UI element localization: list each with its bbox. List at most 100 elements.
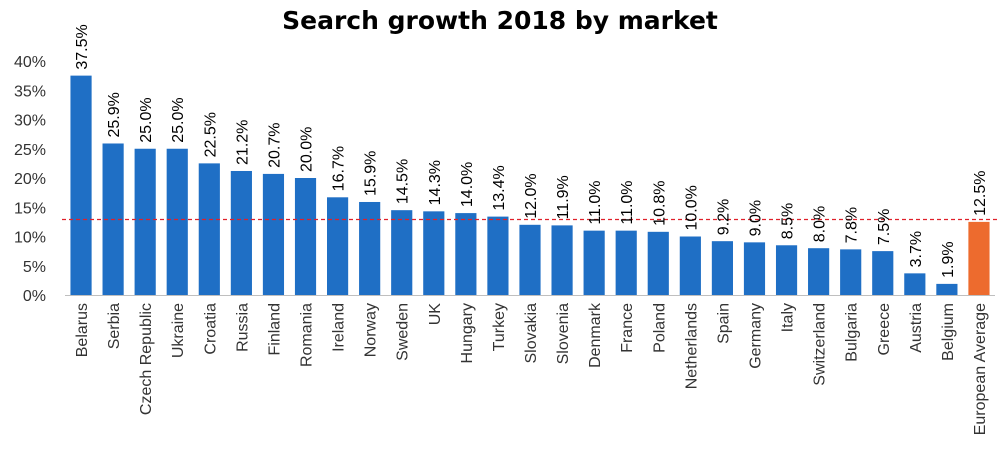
bar (198, 163, 220, 295)
bar (166, 148, 188, 295)
data-label: 20.7% (266, 123, 283, 168)
category-label: Slovakia (523, 303, 540, 364)
y-tick-label: 0% (23, 288, 46, 305)
category-label: Sweden (395, 303, 412, 361)
y-tick-label: 15% (14, 200, 46, 217)
y-tick-label: 30% (14, 113, 46, 130)
category-label: Ukraine (170, 303, 187, 358)
bar (583, 230, 605, 295)
bar (615, 230, 637, 295)
data-label: 10.0% (683, 185, 700, 230)
bar (872, 251, 894, 295)
bar (808, 248, 830, 295)
bar (551, 225, 573, 295)
data-label: 11.0% (587, 180, 604, 224)
data-labels: 37.5% 25.9% 25.0% 25.0% 22.5% 21.2% 20.7% 20.0%… (74, 24, 989, 278)
category-label: UK (427, 303, 444, 326)
category-label: Croatia (202, 303, 219, 355)
data-label: 1.9% (940, 241, 957, 277)
data-label: 13.4% (491, 165, 508, 210)
category-label: Belgium (940, 303, 957, 361)
category-label: Ireland (331, 303, 348, 352)
bar (775, 245, 798, 295)
category-label: Italy (780, 303, 797, 332)
data-label: 7.5% (876, 209, 893, 245)
data-label: 9.2% (715, 199, 732, 235)
category-label: Germany (747, 303, 764, 369)
category-label: Switzerland (812, 303, 829, 386)
category-label: Finland (266, 303, 283, 355)
y-tick-label: 35% (14, 83, 46, 100)
category-label: Serbia (106, 303, 123, 349)
data-label: 11.0% (619, 180, 636, 224)
chart-title: Search growth 2018 by market (282, 6, 718, 35)
bar (327, 197, 349, 295)
data-label: 8.5% (780, 203, 797, 239)
bar (455, 213, 477, 295)
category-label: European Average (972, 303, 989, 435)
category-label: Russia (234, 303, 251, 352)
data-label: 10.8% (651, 180, 668, 225)
data-label: 12.0% (523, 173, 540, 218)
bar (294, 178, 317, 295)
category-label: Belarus (74, 303, 91, 357)
category-label: Czech Republic (138, 303, 155, 415)
bar (968, 221, 990, 295)
data-label: 8.0% (812, 206, 829, 242)
y-tick-label: 40% (14, 54, 46, 71)
bar (711, 241, 733, 295)
bar (936, 283, 958, 295)
bar (70, 75, 92, 295)
y-tick-label: 5% (23, 259, 46, 276)
bar (262, 173, 285, 295)
data-label: 22.5% (202, 112, 219, 157)
category-label: Norway (363, 303, 380, 357)
category-label: Romania (299, 303, 316, 367)
bar (904, 273, 926, 295)
y-tick-label: 25% (14, 142, 46, 159)
data-label: 37.5% (74, 24, 91, 69)
data-label: 15.9% (363, 151, 380, 196)
data-label: 25.9% (106, 92, 123, 137)
bar (391, 210, 413, 295)
data-label: 25.0% (170, 97, 187, 142)
category-label: Greece (876, 303, 893, 356)
y-axis: 0% 5% 10% 15% 20% 25% 30% 35% 40% (14, 54, 46, 305)
category-label: France (619, 303, 636, 353)
category-label: Denmark (587, 302, 604, 368)
bar (487, 216, 509, 295)
bar (679, 236, 701, 295)
data-label: 7.8% (844, 207, 861, 243)
bar (743, 242, 766, 295)
category-label: Turkey (491, 303, 508, 351)
category-label: Slovenia (555, 303, 572, 364)
category-label: Hungary (459, 303, 476, 363)
data-label: 14.5% (395, 159, 412, 204)
bar (134, 148, 156, 295)
data-label: 14.0% (459, 162, 476, 207)
category-label: Netherlands (683, 303, 700, 389)
x-axis: Belarus Serbia Czech Republic Ukraine Croati… (65, 295, 995, 435)
data-label: 3.7% (908, 231, 925, 267)
bar (519, 224, 541, 295)
bar (840, 249, 862, 295)
category-label: Bulgaria (844, 303, 861, 362)
data-label: 9.0% (747, 200, 764, 236)
data-label: 12.5% (972, 170, 989, 215)
data-label: 21.2% (234, 120, 251, 165)
bar (359, 201, 381, 295)
data-label: 11.9% (555, 175, 572, 219)
data-label: 14.3% (427, 160, 444, 205)
bar (230, 170, 252, 295)
bar (423, 211, 445, 295)
category-label: Austria (908, 303, 925, 353)
data-label: 25.0% (138, 97, 155, 142)
y-tick-label: 10% (14, 230, 46, 247)
data-label: 16.7% (331, 146, 348, 191)
bar (647, 231, 669, 295)
category-label: Poland (651, 303, 668, 353)
category-label: Spain (715, 303, 732, 344)
bars (70, 75, 990, 295)
